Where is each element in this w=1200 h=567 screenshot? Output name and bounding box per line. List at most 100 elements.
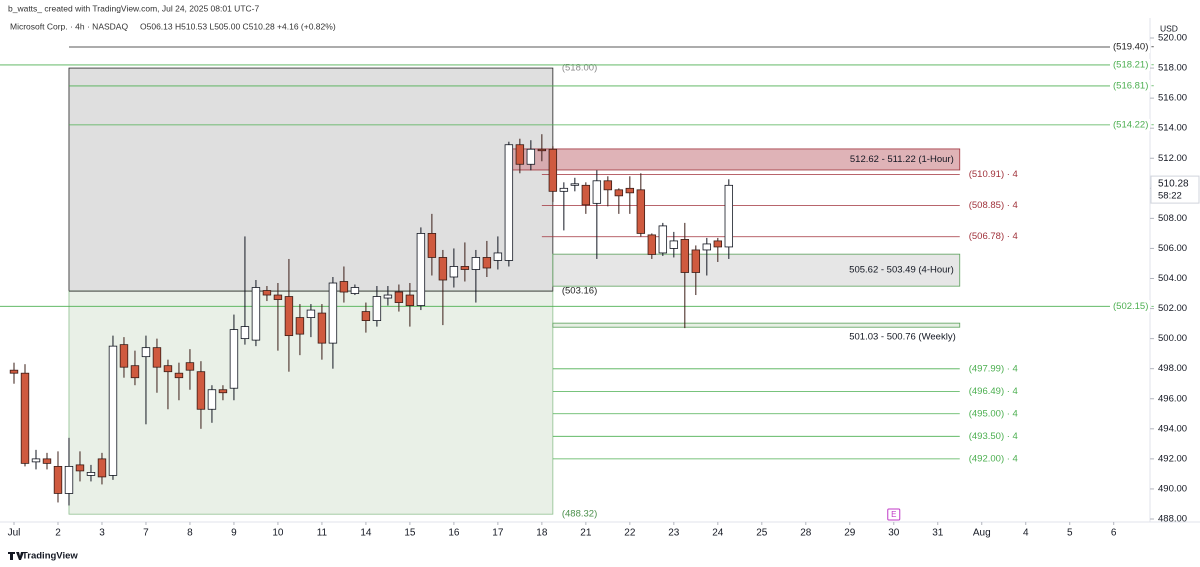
zone-label: 501.03 - 500.76 (Weekly) (849, 332, 956, 343)
level-label: (503.16) (562, 286, 597, 297)
candle-body (482, 257, 492, 269)
level-label: (508.85) · 4 (969, 200, 1018, 211)
y-tick-label: 500.00 (1158, 333, 1187, 344)
candle-body (53, 465, 63, 494)
level-label-bg (1110, 41, 1150, 54)
x-tick-label: 16 (448, 528, 460, 539)
last-price-label: 510.28 (1158, 179, 1189, 190)
y-tick-label: 494.00 (1158, 423, 1187, 434)
candle-body (196, 371, 206, 410)
level-label-bg (1110, 58, 1150, 71)
candle-body (427, 233, 437, 258)
candle-body (31, 458, 41, 463)
candle-body (141, 347, 151, 358)
level-label-bg (1110, 118, 1150, 131)
candle-body (229, 329, 239, 389)
chart-title: Microsoft Corp. · 4h · NASDAQ (10, 21, 128, 31)
level-label: (492.00) · 4 (969, 453, 1018, 464)
candle-body (75, 464, 85, 472)
candle-body (86, 471, 96, 476)
currency: USD (1160, 23, 1178, 33)
level-label: (506.78) · 4 (969, 231, 1018, 242)
candle-body (306, 309, 316, 318)
x-tick-label: 23 (668, 528, 680, 539)
candle-body (372, 296, 382, 321)
candle-body (97, 458, 107, 478)
candle-body (339, 281, 349, 293)
candle-body (20, 372, 30, 464)
candle-body (658, 225, 668, 254)
candle-body (218, 389, 228, 394)
x-tick-label: 9 (231, 528, 237, 539)
candle-body (570, 183, 580, 186)
y-tick-label: 504.00 (1158, 273, 1187, 284)
level-label: (493.50) · 4 (969, 431, 1018, 442)
zone-label: (518.00) (562, 63, 597, 74)
level-label-bg (1110, 79, 1150, 92)
candle-body (42, 458, 52, 464)
candle-body (9, 369, 19, 374)
candle-body (515, 144, 525, 165)
candle-body (273, 294, 283, 300)
candle-body (581, 184, 591, 206)
candle-body (130, 365, 140, 379)
zone (68, 67, 554, 292)
candle-body (625, 187, 635, 194)
attribution: b_watts_ created with TradingView.com, J… (8, 3, 259, 13)
level-label: (519.40) - (1113, 42, 1154, 53)
y-tick-label: 518.00 (1158, 63, 1187, 74)
x-tick-label: 14 (360, 528, 372, 539)
candle-body (207, 389, 217, 410)
candle-body (614, 189, 624, 197)
candle-body (669, 240, 679, 249)
candle-body (317, 312, 327, 344)
level-label: (497.99) · 4 (969, 363, 1018, 374)
x-tick-label: 21 (580, 528, 592, 539)
y-tick-label: 498.00 (1158, 363, 1187, 374)
x-tick-label: 5 (1067, 528, 1073, 539)
level-label-bg (1110, 300, 1150, 313)
zone (552, 253, 961, 287)
candle-body (548, 148, 558, 192)
x-tick-label: 25 (756, 528, 768, 539)
candle-body (636, 189, 646, 234)
level-label: (514.22) - (1113, 119, 1154, 130)
level-label: (502.15) - (1113, 301, 1154, 312)
candle-body (416, 233, 426, 306)
candle-body (449, 266, 459, 278)
level-label: (518.21) - (1113, 59, 1154, 70)
candle-body (471, 257, 481, 270)
candle-body (350, 287, 360, 294)
footer-brand: TradingView (22, 551, 78, 562)
candle-body (526, 148, 536, 165)
candle-body (438, 257, 448, 281)
candle-body (163, 365, 173, 373)
x-tick-label: 24 (712, 528, 724, 539)
quote: O506.13 H510.53 L505.00 C510.28 +4.16 (+… (140, 21, 336, 31)
candle-body (251, 287, 261, 341)
candle-body (603, 180, 613, 191)
y-tick-label: 492.00 (1158, 453, 1187, 464)
x-tick-label: 22 (624, 528, 636, 539)
x-tick-label: 4 (1023, 528, 1029, 539)
y-tick-label: 514.00 (1158, 123, 1187, 134)
candle-body (559, 187, 569, 192)
x-tick-label: 6 (1111, 528, 1117, 539)
zone-label: 505.62 - 503.49 (4-Hour) (849, 265, 954, 276)
x-tick-label: 30 (888, 528, 900, 539)
y-tick-label: 508.00 (1158, 213, 1187, 224)
zone (552, 322, 961, 328)
x-tick-label: 2 (55, 528, 61, 539)
y-tick-label: 502.00 (1158, 303, 1187, 314)
x-tick-label: 3 (99, 528, 105, 539)
candle-body (108, 345, 118, 476)
y-tick-label: 490.00 (1158, 483, 1187, 494)
x-tick-label: 11 (317, 528, 328, 539)
zone-label: 512.62 - 511.22 (1-Hour) (850, 154, 954, 165)
x-tick-label: Jul (8, 528, 21, 539)
candle-body (262, 290, 272, 296)
y-tick-label: 488.00 (1158, 514, 1187, 525)
candle-body (724, 184, 734, 248)
y-tick-label: 496.00 (1158, 393, 1187, 404)
candle-body (361, 311, 371, 321)
